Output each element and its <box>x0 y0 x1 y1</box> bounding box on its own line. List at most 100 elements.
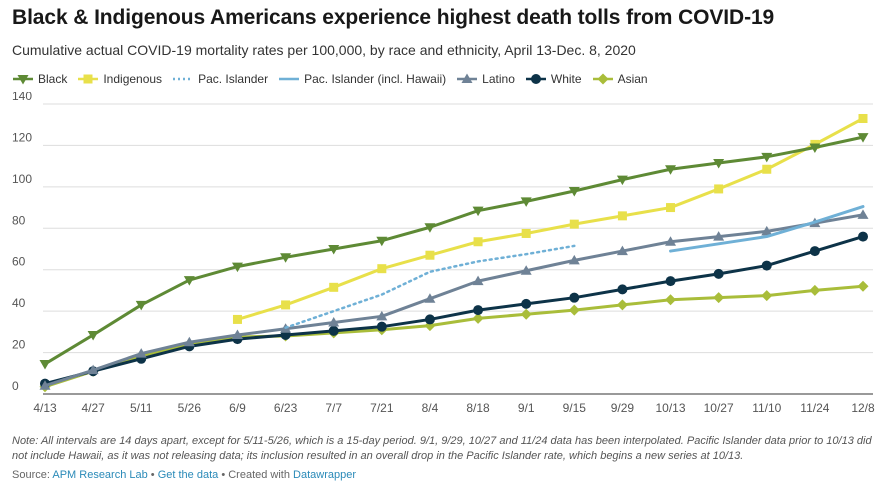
data-point <box>424 223 436 233</box>
source-line: Source: APM Research Lab • Get the data … <box>12 469 356 481</box>
data-point <box>183 336 195 347</box>
data-point <box>521 228 531 238</box>
data-point <box>231 262 243 273</box>
legend-label: Pac. Islander <box>198 72 269 86</box>
source-label: Source: <box>12 469 53 481</box>
data-point <box>328 325 339 336</box>
y-tick-label: 140 <box>12 92 32 103</box>
data-point <box>857 280 869 292</box>
x-tick-label: 12/8 <box>851 401 875 415</box>
data-point <box>183 276 195 286</box>
data-point <box>665 294 677 306</box>
x-tick-label: 6/23 <box>274 401 298 415</box>
legend-label: White <box>550 72 582 86</box>
data-point <box>616 299 628 311</box>
legend-swatch <box>13 75 33 85</box>
data-point <box>473 305 484 316</box>
data-point <box>713 268 724 279</box>
data-point <box>858 231 868 242</box>
data-point <box>616 245 628 256</box>
legend-item: Latino <box>456 72 515 86</box>
data-point <box>376 236 388 247</box>
get-data-link[interactable]: Get the data <box>157 469 219 481</box>
series-line <box>43 235 865 386</box>
x-tick-label: 9/15 <box>563 401 587 415</box>
legend-swatch <box>592 73 613 85</box>
data-point <box>714 184 724 194</box>
chart-legend: Black Indigenous Pac. Islander Pac. Islande… <box>12 72 658 86</box>
data-point <box>713 159 725 169</box>
series-line <box>284 244 576 329</box>
series-line <box>43 135 865 366</box>
x-tick-label: 7/7 <box>325 401 342 415</box>
x-tick-label: 11/10 <box>752 401 781 415</box>
x-tick-label: 4/27 <box>81 401 105 415</box>
legend-swatch <box>279 77 300 81</box>
source-org-link[interactable]: APM Research Lab <box>52 469 148 481</box>
legend-label: Pac. Islander (incl. Hawaii) <box>304 72 447 86</box>
legend-label: Asian <box>617 72 648 86</box>
created-with-label: • Created with <box>218 469 294 481</box>
data-point <box>761 290 773 302</box>
legend-swatch <box>525 74 546 84</box>
legend-marker <box>530 74 541 84</box>
source-separator: • <box>147 469 158 481</box>
data-point <box>857 133 869 143</box>
data-point <box>472 312 484 324</box>
data-point <box>39 359 51 370</box>
x-tick-label: 9/29 <box>611 401 635 415</box>
y-tick-label: 40 <box>12 296 26 310</box>
y-tick-label: 120 <box>12 130 32 144</box>
legend-marker <box>17 75 29 85</box>
data-point <box>424 314 435 325</box>
data-point <box>231 329 243 339</box>
legend-swatch <box>78 74 99 84</box>
data-point <box>473 237 483 247</box>
data-point <box>87 364 99 375</box>
series-black <box>39 133 869 370</box>
datawrapper-link[interactable]: Datawrapper <box>293 469 357 481</box>
data-point <box>809 143 821 153</box>
legend-item: Pac. Islander <box>172 72 268 86</box>
series-asian <box>39 280 869 393</box>
data-point <box>761 152 773 163</box>
data-point <box>425 250 435 260</box>
data-point <box>87 330 99 341</box>
series-latino <box>39 209 869 390</box>
data-point <box>568 304 580 316</box>
data-point <box>568 254 580 265</box>
data-point <box>857 209 869 219</box>
x-tick-label: 5/11 <box>130 401 153 415</box>
data-point <box>569 292 580 303</box>
line-chart: 0 20 40 60 80 100 120 140 4/13 4/27 5/11 5/26 6/9 6/2… <box>12 92 875 415</box>
data-point <box>713 231 725 241</box>
legend-marker <box>461 73 473 83</box>
data-point <box>521 298 532 309</box>
chart-title: Black & Indigenous Americans experience … <box>12 6 775 29</box>
data-point <box>761 225 773 236</box>
data-point <box>329 282 339 292</box>
x-tick-label: 8/18 <box>466 401 490 415</box>
data-point <box>39 380 51 390</box>
series-pac-islander-hawaii <box>669 205 865 253</box>
y-tick-label: 0 <box>12 379 19 393</box>
data-point <box>376 310 388 321</box>
legend-label: Indigenous <box>103 72 163 86</box>
y-tick-label: 100 <box>12 172 32 186</box>
data-point <box>665 276 676 287</box>
legend-swatch <box>457 73 478 83</box>
legend-item: White <box>525 72 582 86</box>
legend-marker <box>83 74 93 84</box>
data-point <box>569 219 579 229</box>
data-point <box>472 275 484 286</box>
legend-item: Indigenous <box>77 72 162 86</box>
data-point <box>135 300 147 311</box>
y-tick-label: 80 <box>12 213 26 227</box>
legend-item: Pac. Islander (incl. Hawaii) <box>278 72 446 86</box>
data-point <box>617 211 627 221</box>
data-point <box>377 264 387 274</box>
data-point <box>761 260 772 271</box>
x-tick-label: 6/9 <box>229 401 246 415</box>
legend-item: Asian <box>592 72 648 86</box>
data-point <box>568 187 580 197</box>
